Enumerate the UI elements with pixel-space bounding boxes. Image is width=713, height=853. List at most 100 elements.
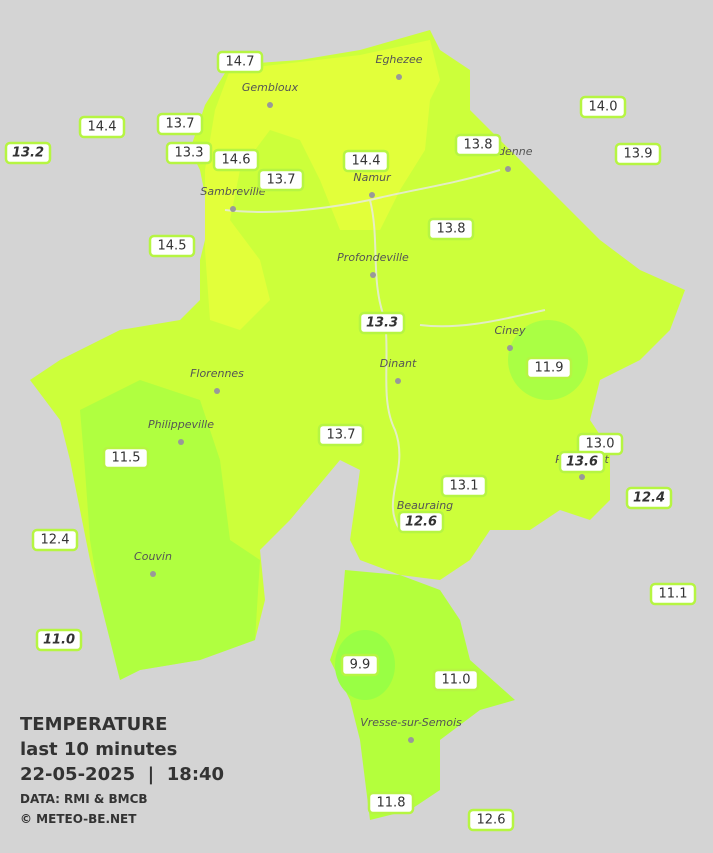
- station-box: [35, 628, 83, 652]
- station-box: [454, 133, 502, 157]
- station-value: 12.6: [405, 515, 437, 530]
- town-dot: [396, 74, 402, 80]
- station: 13.7: [317, 423, 365, 447]
- station-value: 13.8: [464, 138, 493, 153]
- station-value: 11.0: [442, 673, 471, 688]
- town-dot: [395, 378, 401, 384]
- station: 13.1: [440, 474, 488, 498]
- station-box: [558, 450, 606, 474]
- town-dot: [230, 206, 236, 212]
- town-dot: [370, 272, 376, 278]
- station-box: [78, 115, 126, 139]
- town-dot: [408, 737, 414, 743]
- station: 11.5: [102, 446, 150, 470]
- station-box: [614, 142, 662, 166]
- station: 13.8: [427, 217, 475, 241]
- station-value: 12.4: [633, 491, 665, 506]
- station-box: [625, 486, 673, 510]
- station: 13.7: [156, 112, 204, 136]
- station: 12.4: [625, 486, 673, 510]
- legend: TEMPERATURE last 10 minutes 22-05-2025 |…: [20, 714, 224, 826]
- station: 13.0: [576, 432, 624, 456]
- station-value: 9.9: [350, 658, 371, 673]
- town-dot: [214, 388, 220, 394]
- station-box: [165, 141, 213, 165]
- station-value: 14.0: [589, 100, 618, 115]
- station-value: 11.9: [535, 361, 564, 376]
- town-dot: [178, 439, 184, 445]
- station-value: 13.8: [437, 222, 466, 237]
- town-label: Profondeville: [337, 251, 409, 264]
- station-value: 14.4: [88, 120, 117, 135]
- station: 12.6: [397, 510, 445, 534]
- station-value: 14.6: [222, 153, 251, 168]
- station-box: [440, 474, 488, 498]
- town-label: Gembloux: [242, 81, 299, 94]
- station-box: [212, 148, 260, 172]
- town-label: Namur: [353, 171, 392, 184]
- station: 12.6: [467, 808, 515, 832]
- station-value: 13.7: [166, 117, 195, 132]
- station-value: 11.1: [659, 587, 688, 602]
- station: 11.8: [367, 791, 415, 815]
- station-box: [649, 582, 697, 606]
- station: 14.6: [212, 148, 260, 172]
- station-value: 13.3: [175, 146, 204, 161]
- station-value: 13.3: [366, 316, 398, 331]
- station-box: [432, 668, 480, 692]
- station-box: [467, 808, 515, 832]
- station: 12.4: [31, 528, 79, 552]
- station-box: [317, 423, 365, 447]
- town-dot: [579, 474, 585, 480]
- station-box: [367, 791, 415, 815]
- station: 13.7: [257, 168, 305, 192]
- station-value: 13.9: [624, 147, 653, 162]
- legend-copyright: © METEO-BE.NET: [20, 812, 137, 826]
- station: 14.4: [78, 115, 126, 139]
- station-box: [358, 311, 406, 335]
- station-box: [31, 528, 79, 552]
- station-box: [340, 653, 380, 677]
- station: 13.3: [358, 311, 406, 335]
- station-box: [427, 217, 475, 241]
- station-box: [102, 446, 150, 470]
- town-dot: [507, 345, 513, 351]
- station-value: 13.0: [586, 437, 615, 452]
- station-value: 11.5: [112, 451, 141, 466]
- station-value: 14.5: [158, 239, 187, 254]
- station-value: 11.8: [377, 796, 406, 811]
- station: 11.0: [432, 668, 480, 692]
- station: 13.3: [165, 141, 213, 165]
- station: 13.8: [454, 133, 502, 157]
- rivers: [224, 169, 546, 531]
- station-value: 13.1: [450, 479, 479, 494]
- town-label: Vresse-sur-Semois: [360, 716, 462, 729]
- station: 14.0: [579, 95, 627, 119]
- station-value: 13.6: [566, 455, 598, 470]
- station: 11.1: [649, 582, 697, 606]
- station: 13.9: [614, 142, 662, 166]
- station: 14.4: [342, 149, 390, 173]
- station-box: [148, 234, 196, 258]
- town-label: Couvin: [134, 550, 172, 563]
- station: 14.5: [148, 234, 196, 258]
- town-dot: [267, 102, 273, 108]
- legend-title: TEMPERATURE: [20, 714, 167, 735]
- legend-source: DATA: RMI & BMCB: [20, 792, 148, 806]
- town-label: Philippeville: [148, 418, 214, 431]
- station-value: 12.4: [41, 533, 70, 548]
- province: [30, 30, 685, 820]
- station: 11.0: [35, 628, 83, 652]
- town-label: Sambreville: [200, 185, 265, 198]
- town-label: Dinant: [380, 357, 417, 370]
- station: 11.9: [525, 356, 573, 380]
- station-value: 11.0: [43, 633, 75, 648]
- station: 13.2: [4, 141, 52, 165]
- town-dot: [150, 571, 156, 577]
- station-value: 13.2: [12, 146, 44, 161]
- station-box: [4, 141, 52, 165]
- town-label: Florennes: [190, 367, 244, 380]
- station-box: [397, 510, 445, 534]
- station-box: [342, 149, 390, 173]
